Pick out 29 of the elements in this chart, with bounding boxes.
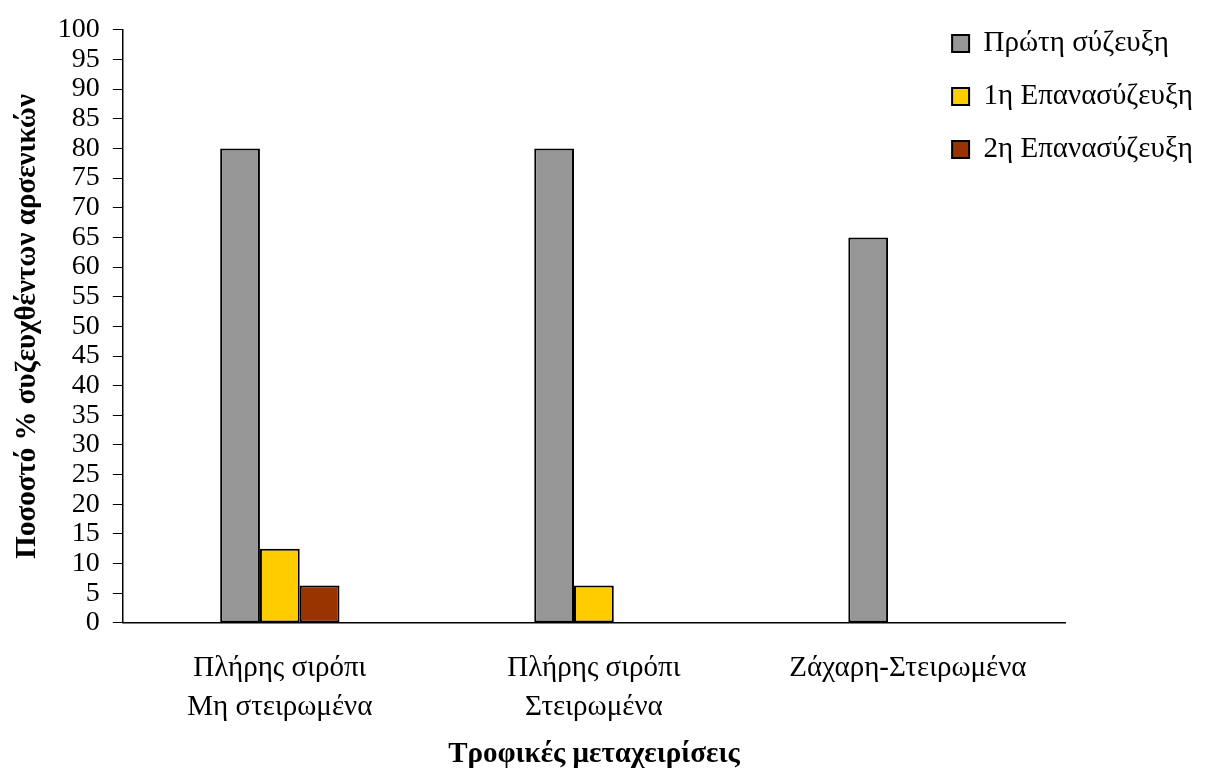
- y-axis-title: Ποσοστό % συζευχθέντων αρσενικών: [8, 94, 41, 559]
- legend-label: 1η Επανασύζευξη: [983, 78, 1194, 111]
- x-tick-label: Πλήρης σιρόπι Μη στειρωμένα: [187, 650, 373, 722]
- y-tick-label: 50: [71, 308, 100, 340]
- y-tick-label: 0: [85, 605, 100, 637]
- legend-label: Πρώτη σύζευξη: [983, 25, 1169, 58]
- y-tick-label: 40: [71, 368, 100, 400]
- y-tick-label: 80: [71, 130, 100, 162]
- y-tick-label: 90: [71, 71, 100, 103]
- x-tick-label: Ζάχαρη-Στειρωμένα: [789, 650, 1027, 683]
- y-tick-label: 5: [85, 575, 100, 607]
- x-axis-title: Τροφικές μεταχειρίσεις: [448, 736, 741, 769]
- y-tick-label: 45: [71, 338, 100, 370]
- y-tick-label: 95: [71, 41, 100, 73]
- legend-label: 2η Επανασύζευξη: [983, 131, 1194, 164]
- y-tick-label: 85: [71, 101, 100, 133]
- y-tick-label: 55: [71, 279, 100, 311]
- y-tick-label: 75: [71, 160, 100, 192]
- y-tick-label: 100: [57, 12, 100, 44]
- y-tick-label: 35: [71, 397, 100, 429]
- y-tick-label: 10: [71, 545, 100, 577]
- y-tick-label: 15: [71, 516, 100, 548]
- y-tick-label: 30: [71, 427, 100, 459]
- y-tick-label: 20: [71, 486, 100, 518]
- x-tick-label: Πλήρης σιρόπι Στειρωμένα: [507, 650, 681, 722]
- y-tick-label: 65: [71, 219, 100, 251]
- y-tick-label: 70: [71, 190, 100, 222]
- y-tick-label: 60: [71, 249, 100, 281]
- y-tick-label: 25: [71, 456, 100, 488]
